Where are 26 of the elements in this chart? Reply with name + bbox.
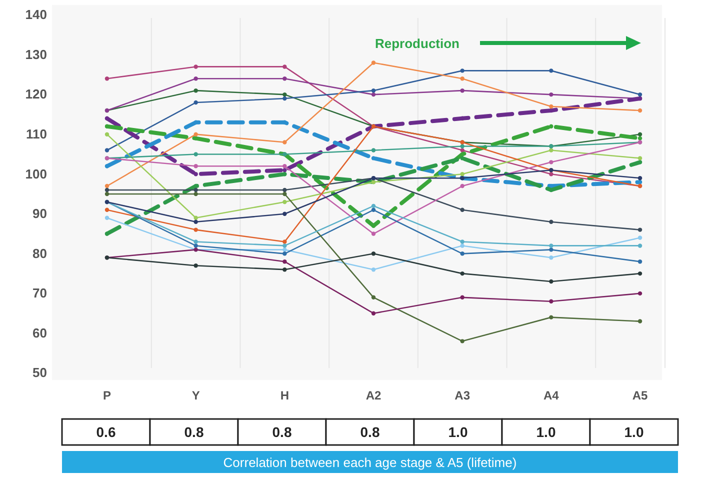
x-tick-label: A3 [454, 388, 470, 403]
y-tick-label: 140 [25, 7, 47, 22]
text: 0.6 [96, 424, 116, 440]
x-tick-label: A2 [366, 388, 382, 403]
y-tick-label: 90 [32, 206, 47, 222]
annotation: Reproduction [375, 36, 460, 51]
y-tick-label: 70 [32, 286, 47, 301]
text: Correlation between each age stage & A5 (lifetime) [223, 455, 517, 470]
y-tick-label: 50 [32, 365, 47, 380]
text: 1.0 [624, 424, 644, 440]
text: 0.8 [184, 424, 204, 440]
x-tick-label: P [102, 388, 112, 403]
y-tick-label: 120 [25, 86, 47, 102]
text: 0.8 [360, 424, 380, 440]
x-tick-label: Y [192, 388, 200, 403]
y-tick-label: 80 [32, 246, 47, 261]
y-tick-label: 100 [25, 166, 47, 182]
x-tick-label: H [280, 388, 290, 403]
x-tick-label: A4 [543, 388, 560, 403]
x-tick-label: A5 [632, 388, 648, 403]
text: 1.0 [536, 424, 556, 440]
y-tick-label: 110 [26, 126, 47, 142]
y-tick-label: 130 [25, 46, 47, 62]
text: 0.8 [272, 424, 292, 440]
text: 1.0 [448, 424, 468, 440]
y-tick-label: 60 [32, 325, 47, 340]
